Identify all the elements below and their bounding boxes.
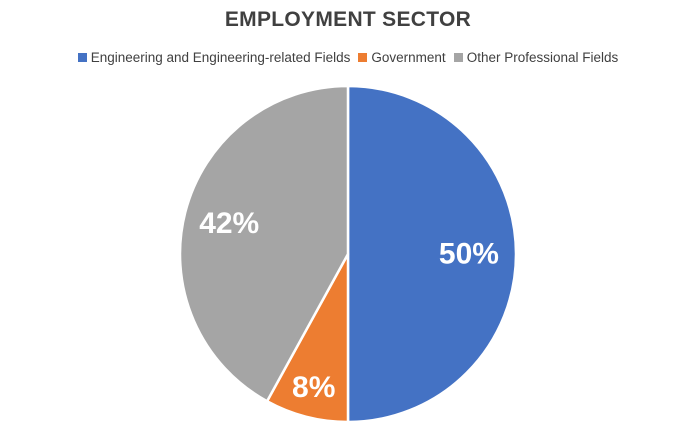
pie-label-government: 8% [292, 371, 335, 404]
legend-item-other: Other Professional Fields [453, 50, 619, 65]
legend-swatch-other [453, 53, 463, 62]
pie-label-engineering: 50% [439, 238, 499, 271]
legend-label-government: Government [371, 50, 446, 65]
pie-slice-other [178, 84, 350, 403]
legend-item-government: Government [358, 50, 446, 65]
chart-legend: Engineering and Engineering-related Fiel… [0, 50, 696, 65]
chart-title: EMPLOYMENT SECTOR [224, 8, 472, 31]
legend-label-other: Other Professional Fields [466, 50, 619, 65]
legend-label-engineering: Engineering and Engineering-related Fiel… [90, 50, 351, 65]
legend-swatch-government [358, 53, 368, 62]
pie-slice-engineering [346, 84, 518, 424]
pie-label-other: 42% [199, 207, 259, 240]
legend-swatch-engineering [77, 53, 87, 62]
legend-item-engineering: Engineering and Engineering-related Fiel… [77, 50, 351, 65]
